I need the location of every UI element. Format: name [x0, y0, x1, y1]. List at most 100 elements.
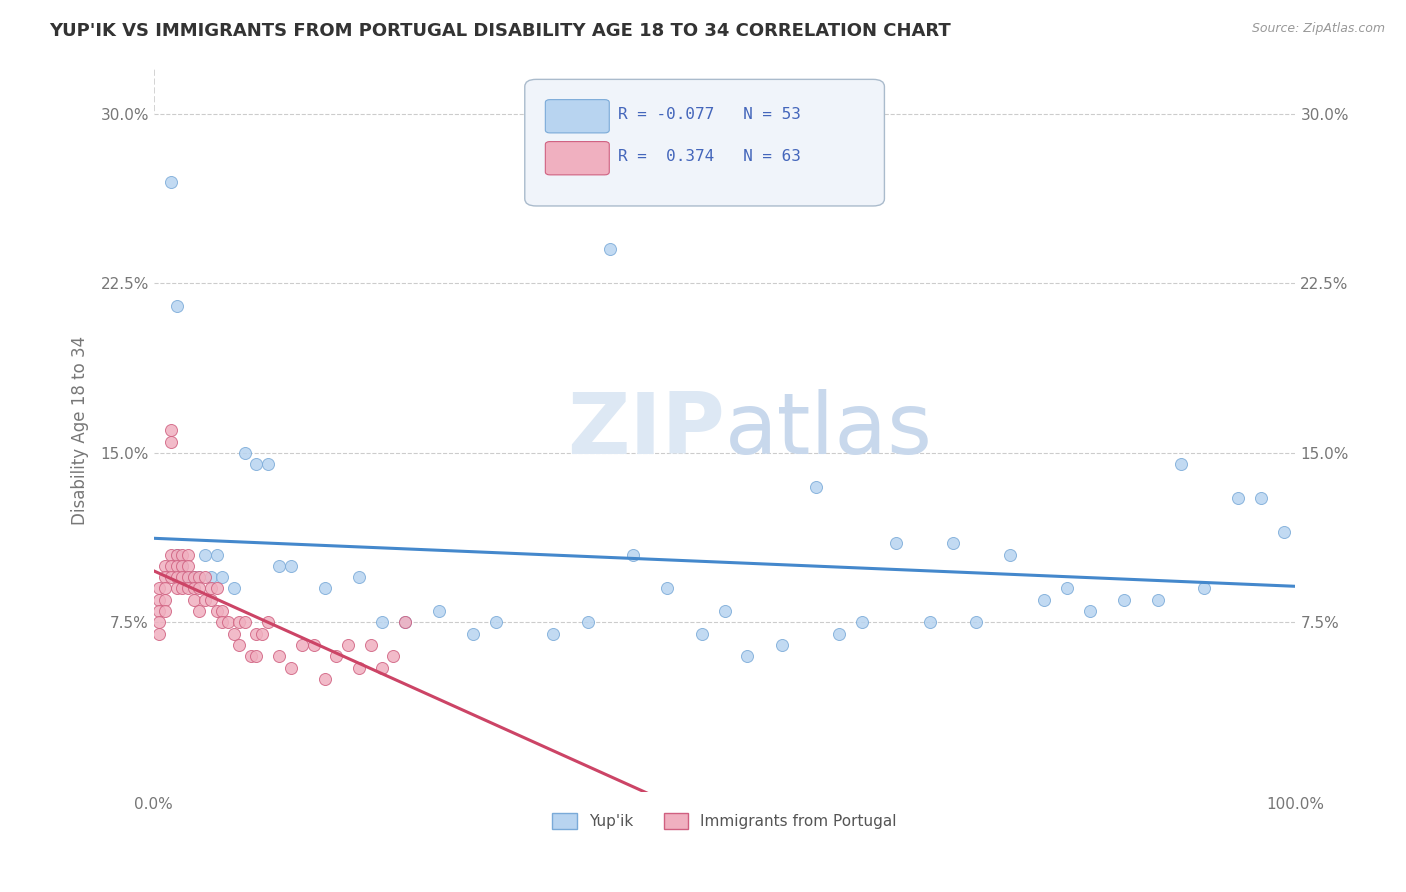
Point — [599, 243, 621, 257]
Point — [828, 626, 851, 640]
Point — [166, 299, 188, 313]
Text: atlas: atlas — [724, 389, 932, 472]
Text: ZIP: ZIP — [567, 389, 724, 472]
Point — [657, 582, 679, 596]
Point — [177, 548, 200, 562]
Point — [200, 582, 222, 596]
Text: R = -0.077   N = 53: R = -0.077 N = 53 — [619, 107, 801, 121]
Point — [239, 649, 262, 664]
Point — [183, 592, 205, 607]
Point — [172, 582, 194, 596]
Point — [1170, 457, 1192, 471]
Point — [245, 457, 267, 471]
Point — [920, 615, 942, 630]
FancyBboxPatch shape — [546, 100, 609, 133]
Point — [205, 548, 228, 562]
Point — [172, 570, 194, 584]
Point — [1227, 491, 1250, 505]
Point — [233, 615, 256, 630]
Point — [160, 548, 183, 562]
Point — [851, 615, 873, 630]
Point — [205, 582, 228, 596]
Point — [1078, 604, 1101, 618]
Point — [148, 615, 170, 630]
Point — [280, 558, 302, 573]
Point — [166, 582, 188, 596]
Point — [177, 570, 200, 584]
Point — [188, 570, 211, 584]
Point — [382, 649, 405, 664]
Point — [884, 536, 907, 550]
Point — [394, 615, 416, 630]
Point — [427, 604, 450, 618]
Point — [160, 175, 183, 189]
Point — [257, 615, 280, 630]
Point — [347, 570, 370, 584]
Point — [336, 638, 359, 652]
Point — [250, 626, 273, 640]
Point — [737, 649, 759, 664]
Legend: Yup'ik, Immigrants from Portugal: Yup'ik, Immigrants from Portugal — [546, 806, 903, 835]
Point — [1250, 491, 1272, 505]
Point — [172, 558, 194, 573]
Point — [200, 592, 222, 607]
Point — [1056, 582, 1078, 596]
Point — [280, 660, 302, 674]
Point — [177, 582, 200, 596]
Text: YUP'IK VS IMMIGRANTS FROM PORTUGAL DISABILITY AGE 18 TO 34 CORRELATION CHART: YUP'IK VS IMMIGRANTS FROM PORTUGAL DISAB… — [49, 22, 950, 40]
Point — [325, 649, 347, 664]
Point — [194, 570, 217, 584]
Point — [217, 615, 239, 630]
Point — [690, 626, 713, 640]
Point — [621, 548, 644, 562]
Point — [188, 604, 211, 618]
Point — [1033, 592, 1056, 607]
Point — [183, 570, 205, 584]
Point — [998, 548, 1021, 562]
Point — [200, 570, 222, 584]
Point — [770, 638, 793, 652]
Point — [965, 615, 987, 630]
Point — [153, 604, 176, 618]
Point — [153, 558, 176, 573]
Point — [211, 570, 233, 584]
Point — [245, 649, 267, 664]
Point — [269, 649, 291, 664]
Point — [205, 604, 228, 618]
Point — [177, 570, 200, 584]
Point — [172, 558, 194, 573]
Point — [942, 536, 965, 550]
Point — [177, 558, 200, 573]
Point — [166, 548, 188, 562]
Point — [291, 638, 314, 652]
Point — [177, 570, 200, 584]
Point — [166, 558, 188, 573]
Point — [228, 615, 250, 630]
Point — [576, 615, 599, 630]
Point — [347, 660, 370, 674]
Point — [166, 548, 188, 562]
Point — [302, 638, 325, 652]
Point — [160, 558, 183, 573]
Point — [233, 446, 256, 460]
Point — [1192, 582, 1215, 596]
Point — [183, 582, 205, 596]
Text: Source: ZipAtlas.com: Source: ZipAtlas.com — [1251, 22, 1385, 36]
Point — [360, 638, 382, 652]
Point — [1147, 592, 1170, 607]
Point — [188, 582, 211, 596]
Point — [160, 434, 183, 449]
Point — [269, 558, 291, 573]
Point — [245, 626, 267, 640]
Point — [257, 457, 280, 471]
Point — [183, 570, 205, 584]
Point — [160, 570, 183, 584]
Point — [222, 582, 245, 596]
Point — [394, 615, 416, 630]
Point — [543, 626, 565, 640]
Point — [228, 638, 250, 652]
Text: R =  0.374   N = 63: R = 0.374 N = 63 — [619, 149, 801, 163]
Point — [463, 626, 485, 640]
Point — [713, 604, 735, 618]
Point — [211, 604, 233, 618]
